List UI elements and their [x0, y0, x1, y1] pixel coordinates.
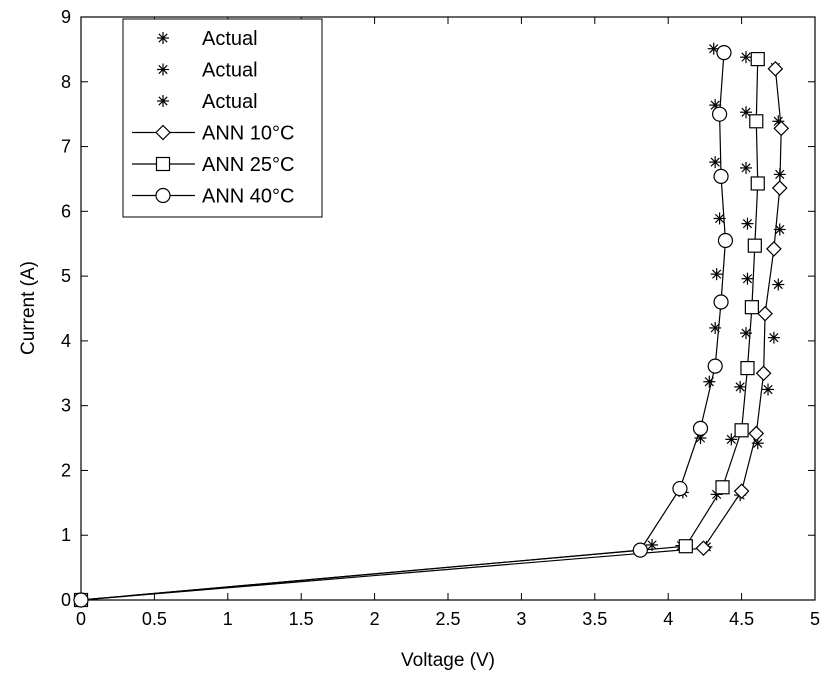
data-point-square — [678, 539, 693, 554]
x-tick-label: 4.5 — [729, 609, 754, 629]
x-tick-label: 3 — [516, 609, 526, 629]
data-point-diamond — [767, 60, 784, 77]
data-point-asterisk — [773, 223, 786, 236]
data-point-square — [715, 480, 730, 495]
data-point-diamond — [748, 425, 765, 442]
y-tick-label: 9 — [61, 7, 71, 27]
data-point-asterisk — [734, 380, 747, 393]
legend-label: Actual — [202, 28, 258, 50]
data-point-square — [744, 300, 759, 315]
legend-marker-diamond — [155, 124, 171, 141]
x-tick-label: 5 — [810, 609, 820, 629]
y-tick-label: 5 — [61, 266, 71, 286]
legend-label: ANN 40°C — [202, 186, 294, 208]
y-tick-label: 6 — [61, 201, 71, 221]
data-point-circle — [713, 168, 729, 184]
data-point-circle — [713, 294, 729, 310]
y-tick-label: 4 — [61, 331, 71, 351]
data-point-diamond — [695, 540, 712, 557]
data-point-circle — [716, 45, 732, 61]
legend: Actual Actual Actual ANN 10°C ANN 25°C ANN 40… — [122, 18, 323, 218]
legend-marker-square — [155, 156, 171, 172]
data-point-asterisk — [713, 212, 726, 225]
x-axis-label: Voltage (V) — [401, 650, 495, 671]
y-tick-label: 2 — [61, 460, 71, 480]
data-point-circle — [672, 480, 688, 497]
series-line-3 — [80, 68, 782, 601]
legend-marker-circle — [155, 187, 171, 204]
y-tick-label: 8 — [61, 72, 71, 92]
data-point-circle — [632, 542, 648, 558]
legend-label: ANN 25°C — [202, 154, 294, 176]
data-point-asterisk — [725, 433, 738, 446]
data-point-asterisk — [710, 268, 723, 281]
legend-marker-asterisk — [157, 32, 169, 44]
data-point-square — [749, 114, 764, 129]
axis-ticks: 0 0.5 1 1.5 2 2.5 3 3.5 4 4.5 5 0 1 2 3 4 5 6 7 8 9 — [61, 7, 820, 629]
data-point-square — [747, 238, 762, 253]
data-point-asterisk — [740, 161, 753, 174]
legend-marker-asterisk — [157, 95, 169, 107]
y-tick-label: 7 — [61, 137, 71, 157]
x-tick-label: 0 — [76, 609, 86, 629]
data-point-circle — [692, 420, 709, 436]
x-tick-label: 1 — [223, 609, 233, 629]
data-point-asterisk — [709, 156, 722, 169]
y-tick-label: 3 — [61, 396, 71, 416]
data-point-diamond — [766, 241, 782, 257]
x-tick-label: 4 — [663, 609, 673, 629]
x-tick-label: 3.5 — [582, 609, 607, 629]
legend-label: Actual — [202, 91, 258, 113]
legend-box — [122, 18, 323, 218]
x-tick-label: 1.5 — [289, 609, 314, 629]
data-point-diamond — [757, 305, 773, 322]
data-point-asterisk — [740, 106, 753, 119]
legend-label: ANN 10°C — [202, 123, 294, 145]
data-point-asterisk — [646, 538, 659, 551]
legend-label: Actual — [202, 60, 258, 82]
data-point-square — [740, 360, 755, 376]
data-point-circle — [711, 106, 728, 122]
data-point-asterisk — [741, 217, 754, 230]
data-point-asterisk — [703, 375, 716, 388]
data-point-asterisk — [762, 383, 775, 396]
data-point-asterisk — [741, 272, 754, 285]
series-lines — [80, 52, 782, 601]
data-point-asterisk — [773, 168, 786, 181]
series-line-4 — [80, 59, 759, 601]
y-tick-label: 1 — [61, 525, 71, 545]
series-line-5 — [80, 52, 727, 601]
data-point-diamond — [771, 180, 788, 196]
data-point-circle — [707, 358, 723, 374]
data-point-asterisk — [751, 437, 764, 450]
data-point-asterisk — [740, 327, 753, 340]
series-markers — [73, 42, 790, 608]
data-point-diamond — [773, 120, 790, 137]
data-point-asterisk — [772, 278, 785, 291]
y-tick-label: 0 — [61, 590, 71, 610]
data-point-asterisk — [709, 321, 722, 334]
x-tick-label: 2 — [370, 609, 380, 629]
data-point-square — [750, 52, 765, 67]
data-point-asterisk — [767, 331, 780, 344]
y-axis-label: Current (A) — [18, 261, 39, 355]
data-point-diamond — [755, 365, 772, 382]
data-point-circle — [73, 592, 89, 608]
x-tick-label: 2.5 — [435, 609, 460, 629]
x-tick-label: 0.5 — [142, 609, 167, 629]
data-point-circle — [717, 232, 734, 249]
data-point-square — [734, 423, 749, 438]
data-point-square — [750, 176, 765, 191]
data-point-diamond — [733, 483, 750, 500]
legend-marker-asterisk — [157, 63, 169, 76]
data-point-asterisk — [740, 51, 753, 64]
